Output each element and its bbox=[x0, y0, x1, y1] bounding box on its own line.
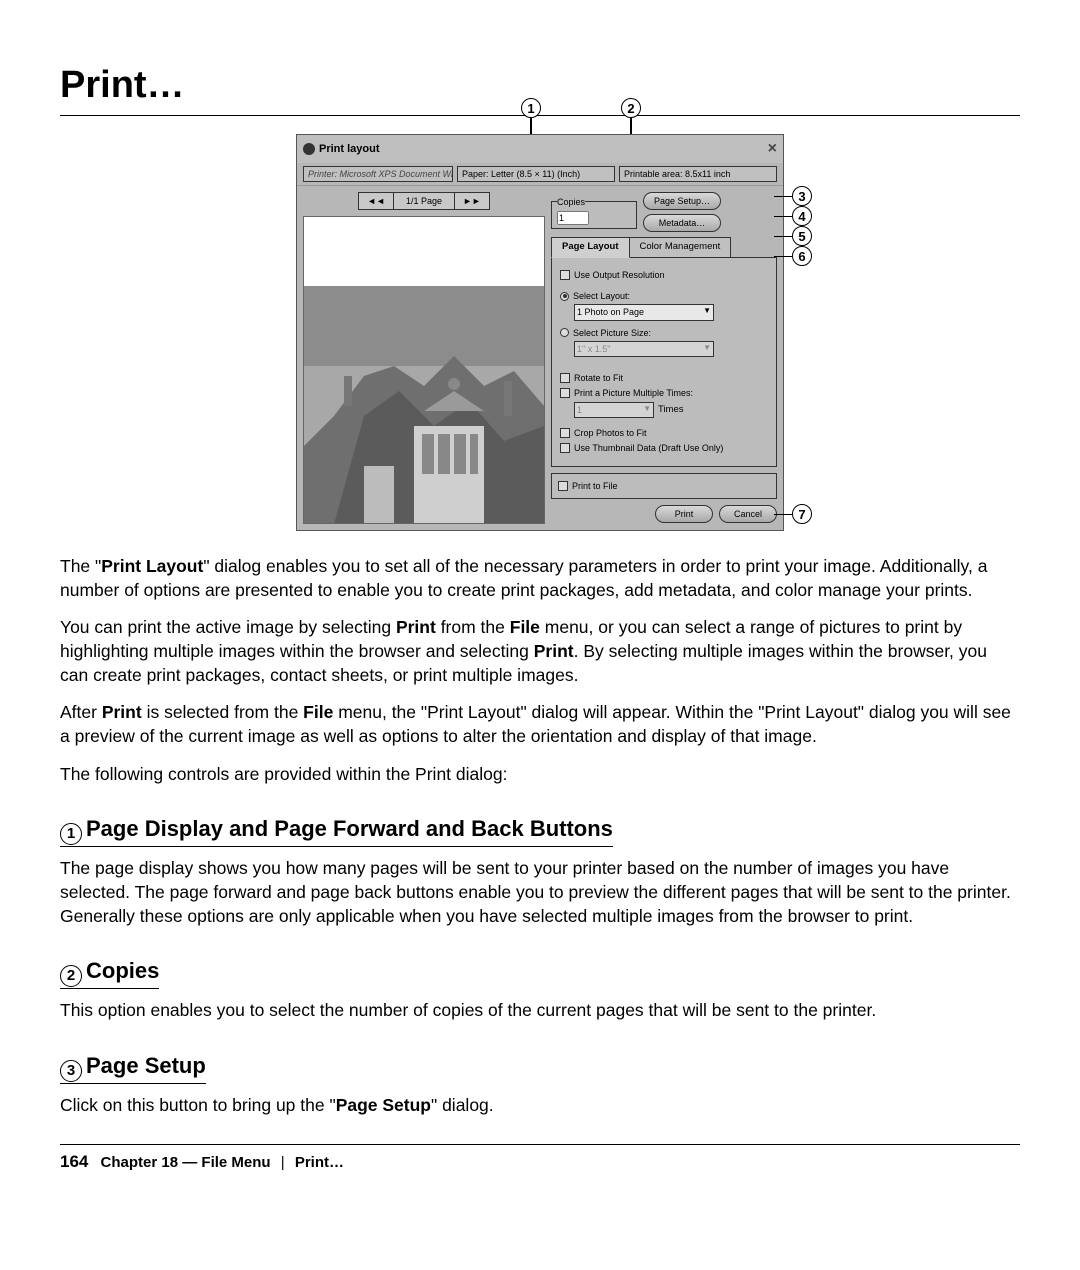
print-multiple-times-checkbox[interactable]: Print a Picture Multiple Times: bbox=[560, 387, 768, 399]
intro-paragraph-4: The following controls are provided with… bbox=[60, 763, 1020, 787]
callout-3: 3 bbox=[774, 186, 812, 206]
cancel-button[interactable]: Cancel bbox=[719, 505, 777, 523]
crop-photos-checkbox[interactable]: Crop Photos to Fit bbox=[560, 427, 768, 439]
intro-paragraph-2: You can print the active image by select… bbox=[60, 616, 1020, 687]
section-2-body: This option enables you to select the nu… bbox=[60, 999, 1020, 1023]
tab-page-layout[interactable]: Page Layout bbox=[551, 237, 630, 258]
pager: ◄◄ 1/1 Page ►► bbox=[303, 192, 545, 210]
print-layout-dialog: Print layout × Printer: Microsoft XPS Do… bbox=[296, 134, 784, 531]
metadata-button[interactable]: Metadata… bbox=[643, 214, 721, 232]
page-indicator: 1/1 Page bbox=[393, 192, 455, 210]
section-3-body: Click on this button to bring up the "Pa… bbox=[60, 1094, 1020, 1118]
times-select: 1▼ bbox=[574, 402, 654, 418]
select-layout-radio[interactable]: Select Layout: bbox=[560, 290, 768, 302]
layout-select[interactable]: 1 Photo on Page▼ bbox=[574, 304, 714, 320]
print-to-file-group: Print to File bbox=[551, 473, 777, 499]
section-2-heading: 2Copies bbox=[60, 956, 159, 989]
rotate-to-fit-checkbox[interactable]: Rotate to Fit bbox=[560, 372, 768, 384]
copies-input[interactable] bbox=[557, 211, 589, 225]
copies-group: Copies bbox=[551, 196, 637, 229]
callout-6: 6 bbox=[774, 246, 812, 266]
paper-info: Paper: Letter (8.5 × 11) (Inch) bbox=[457, 166, 615, 182]
print-dialog-figure: 1 2 3 4 5 6 7 Print layout × Printer: Mi… bbox=[60, 134, 1020, 531]
page-setup-button[interactable]: Page Setup… bbox=[643, 192, 721, 210]
print-button[interactable]: Print bbox=[655, 505, 713, 523]
section-1-heading: 1Page Display and Page Forward and Back … bbox=[60, 814, 613, 847]
picture-size-select: 1" x 1.5"▼ bbox=[574, 341, 714, 357]
page-number: 164 bbox=[60, 1152, 88, 1171]
page-layout-panel: Use Output Resolution Select Layout: 1 P… bbox=[551, 257, 777, 466]
section-3-heading: 3Page Setup bbox=[60, 1051, 206, 1084]
intro-paragraph-1: The "Print Layout" dialog enables you to… bbox=[60, 555, 1020, 602]
select-picture-size-radio[interactable]: Select Picture Size: bbox=[560, 327, 768, 339]
page-back-button[interactable]: ◄◄ bbox=[358, 192, 394, 210]
page-forward-button[interactable]: ►► bbox=[454, 192, 490, 210]
app-icon bbox=[303, 143, 315, 155]
copies-legend: Copies bbox=[557, 196, 585, 208]
dialog-title: Print layout bbox=[303, 142, 380, 157]
callout-4: 4 bbox=[774, 206, 812, 226]
callout-5: 5 bbox=[774, 226, 812, 246]
intro-paragraph-3: After Print is selected from the File me… bbox=[60, 701, 1020, 748]
callout-7: 7 bbox=[774, 504, 812, 524]
use-thumbnail-checkbox[interactable]: Use Thumbnail Data (Draft Use Only) bbox=[560, 442, 768, 454]
callout-2: 2 bbox=[621, 98, 641, 134]
printer-info: Printer: Microsoft XPS Document Writer bbox=[303, 166, 453, 182]
print-preview bbox=[303, 216, 545, 524]
printable-area-info: Printable area: 8.5x11 inch bbox=[619, 166, 777, 182]
tab-color-management[interactable]: Color Management bbox=[629, 237, 732, 258]
use-output-resolution-checkbox[interactable]: Use Output Resolution bbox=[560, 269, 768, 281]
close-icon[interactable]: × bbox=[768, 138, 777, 160]
callout-1: 1 bbox=[521, 98, 541, 134]
print-to-file-checkbox[interactable]: Print to File bbox=[558, 480, 770, 492]
times-suffix: Times bbox=[658, 404, 684, 417]
section-1-body: The page display shows you how many page… bbox=[60, 857, 1020, 928]
page-footer: 164 Chapter 18 — File Menu | Print… bbox=[60, 1144, 1020, 1174]
